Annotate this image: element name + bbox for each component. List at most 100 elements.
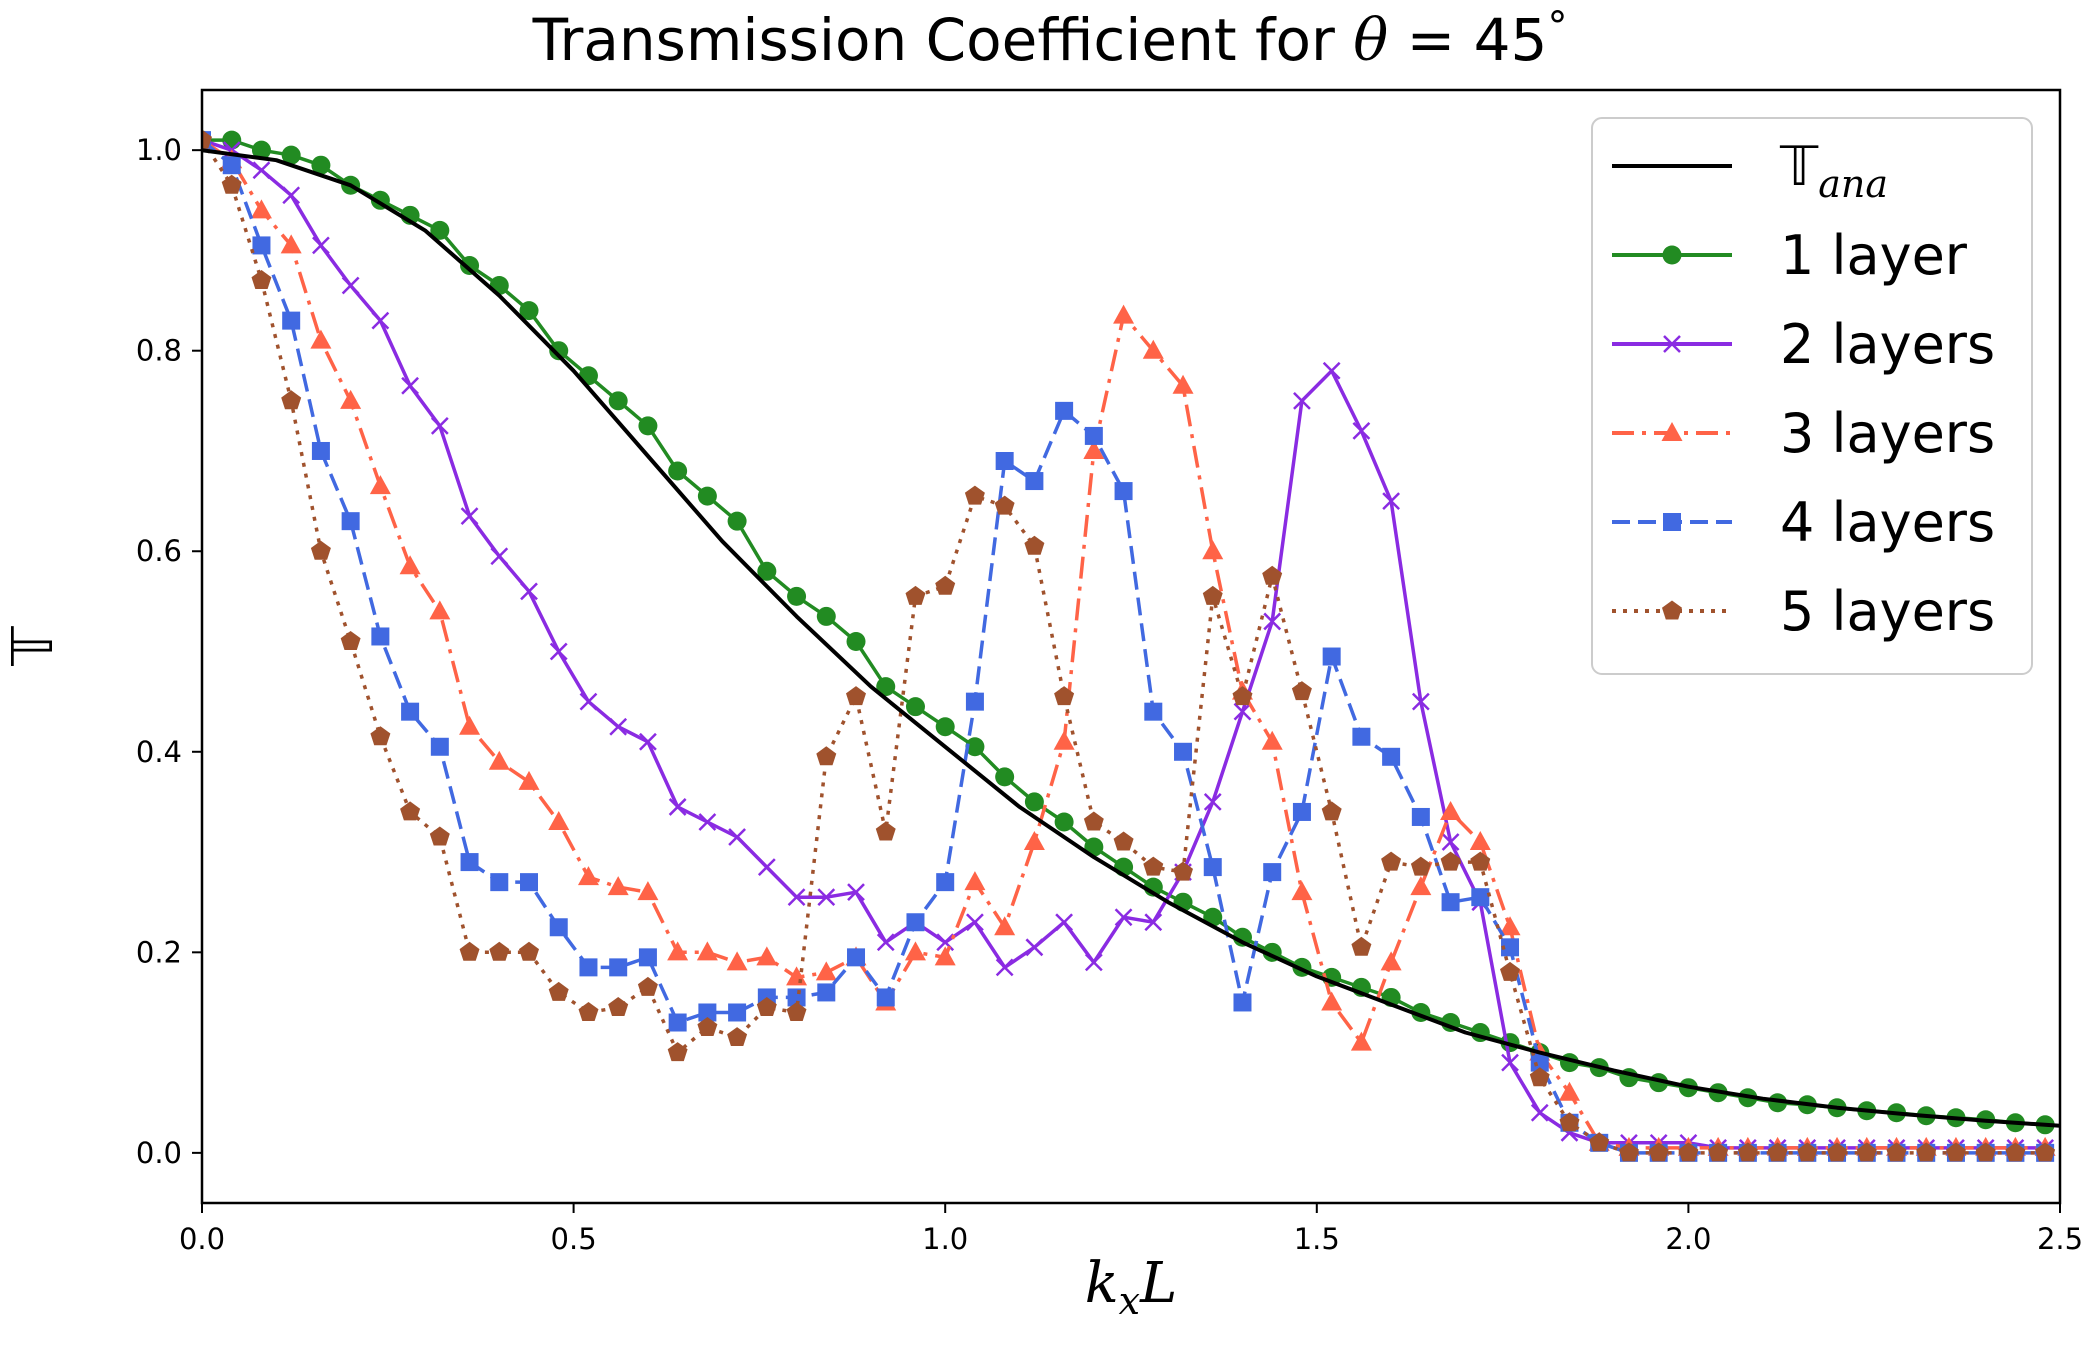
x-marker-stroke <box>1144 913 1163 932</box>
x-marker-stroke <box>668 798 687 816</box>
data-point <box>846 686 866 706</box>
data-point <box>1410 876 1432 896</box>
data-point <box>609 958 628 977</box>
data-point <box>1291 881 1313 901</box>
data-point <box>1737 1142 1758 1162</box>
data-point <box>430 417 449 435</box>
data-point <box>757 858 776 876</box>
x-tick-label: 2.5 <box>2037 1222 2083 1256</box>
data-point <box>310 540 331 560</box>
data-point <box>847 948 866 967</box>
x-label-main: k <box>1085 1251 1119 1316</box>
y-tick-label: 0.0 <box>136 1136 182 1170</box>
plot-frame <box>200 88 2062 1205</box>
data-point <box>1203 858 1222 877</box>
data-point <box>1084 426 1103 445</box>
data-point <box>222 156 241 175</box>
data-point <box>698 1003 717 1022</box>
legend-label: 3 layers <box>1780 402 1995 465</box>
series-layer <box>202 129 2060 1162</box>
data-point <box>460 507 479 526</box>
data-point <box>698 813 717 831</box>
x-tick-label: 1.0 <box>922 1222 968 1256</box>
data-point <box>876 933 895 952</box>
data-point <box>1886 1142 1907 1162</box>
x-marker-stroke <box>728 828 746 846</box>
data-point <box>1501 1053 1519 1072</box>
legend-label: 5 layers <box>1780 580 1995 643</box>
data-point <box>1233 993 1252 1012</box>
data-point <box>1113 304 1135 324</box>
data-point <box>1975 1142 1996 1162</box>
data-point <box>1114 908 1133 927</box>
data-point <box>282 186 301 205</box>
x-marker-stroke <box>757 858 776 876</box>
x-marker-stroke <box>549 642 568 661</box>
x-marker-stroke <box>876 933 895 952</box>
data-point <box>1352 422 1371 440</box>
data-point <box>1708 1142 1729 1162</box>
data-point <box>1232 927 1252 947</box>
x-tick-label: 1.5 <box>1294 1222 1340 1256</box>
data-point <box>1441 833 1460 851</box>
data-point <box>787 586 807 606</box>
x-marker-stroke <box>1441 833 1460 851</box>
data-point <box>1024 535 1045 555</box>
data-point <box>817 983 836 1002</box>
data-point <box>1797 1142 1818 1162</box>
data-point <box>1202 585 1223 605</box>
title-prefix: Transmission Coefficient for <box>532 6 1354 74</box>
data-point <box>1471 888 1490 907</box>
x-marker-stroke <box>936 933 955 952</box>
data-point <box>608 391 628 411</box>
data-point <box>577 866 599 886</box>
data-point <box>2005 1142 2026 1162</box>
data-point <box>1440 851 1461 871</box>
x-label-end: L <box>1139 1251 1177 1316</box>
x-marker-stroke <box>520 582 538 601</box>
data-point <box>1767 1142 1788 1162</box>
data-point <box>459 715 481 735</box>
x-marker-stroke <box>460 507 479 526</box>
data-point <box>1262 565 1283 585</box>
data-point <box>312 236 330 255</box>
x-marker-stroke <box>312 236 330 255</box>
y-tick-label: 0.4 <box>136 735 182 769</box>
x-marker-stroke <box>1263 612 1282 631</box>
data-point <box>310 329 332 349</box>
y-tick-label: 0.2 <box>136 935 182 969</box>
data-point <box>489 941 510 961</box>
x-marker-stroke <box>639 732 657 751</box>
x-marker-stroke <box>1203 793 1222 811</box>
data-point <box>965 737 985 757</box>
data-point <box>282 311 301 330</box>
data-point <box>252 161 271 180</box>
data-point <box>667 941 689 961</box>
y-axis-ticks: 0.0 0.2 0.4 0.6 0.8 1.0 <box>136 133 202 1170</box>
x-marker-stroke <box>282 186 301 205</box>
data-point <box>369 475 391 495</box>
data-point <box>1619 1142 1639 1162</box>
data-point <box>727 1027 748 1046</box>
y-tick-label: 0.6 <box>136 534 182 568</box>
data-point <box>608 997 629 1016</box>
data-point <box>429 826 450 846</box>
data-point <box>787 888 806 907</box>
data-point <box>786 1002 807 1021</box>
data-point <box>2035 1142 2056 1162</box>
data-point <box>667 1042 688 1062</box>
data-point <box>847 883 865 902</box>
data-point <box>1662 600 1682 620</box>
data-point <box>1501 938 1520 957</box>
x-marker-stroke <box>1501 1053 1519 1072</box>
legend-label-main: 𝕋 <box>1779 135 1819 198</box>
data-point <box>548 810 570 830</box>
data-point <box>637 976 658 996</box>
data-point <box>1530 1053 1549 1072</box>
data-point <box>846 631 866 651</box>
data-point <box>965 692 984 711</box>
data-point <box>1023 831 1045 851</box>
data-point <box>696 941 718 961</box>
data-point <box>280 234 302 254</box>
data-point <box>400 801 421 821</box>
